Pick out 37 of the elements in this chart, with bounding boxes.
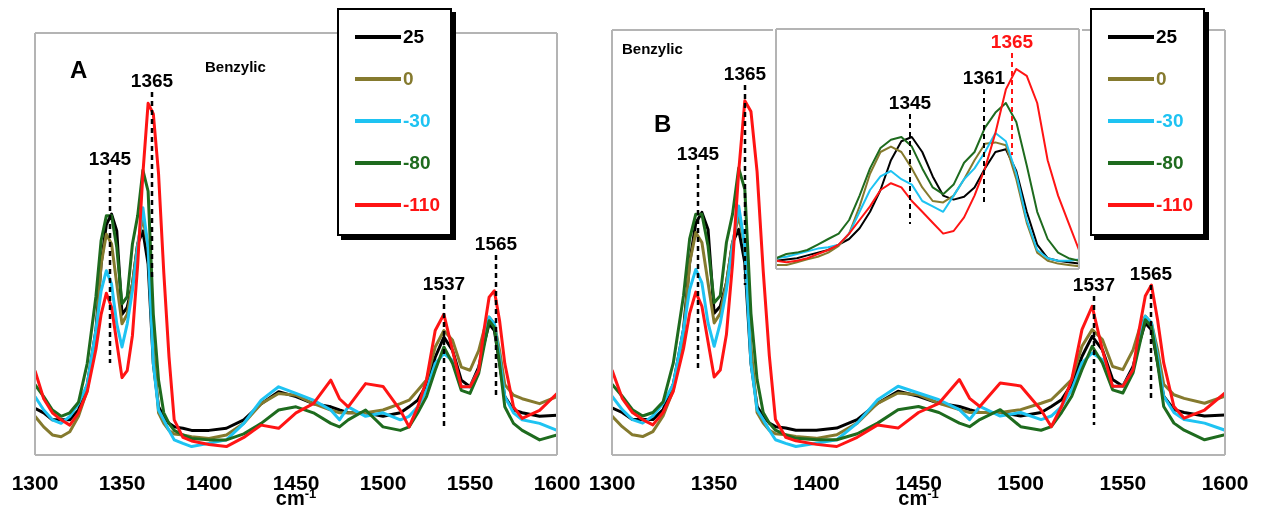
- x-tick-label: 1550: [446, 470, 494, 494]
- annotation: 1537: [422, 273, 466, 294]
- text: Benzylic: [622, 40, 683, 57]
- annotation: 1345: [676, 143, 720, 164]
- annotation: 1537: [1072, 274, 1116, 295]
- legend-label: -30: [403, 110, 431, 132]
- x-tick-label: 1300: [588, 470, 636, 494]
- legend-label: -110: [403, 194, 440, 216]
- legend-label: -80: [1156, 152, 1184, 174]
- x-tick-label: 1550: [1099, 470, 1147, 494]
- x-tick-label: 1300: [11, 470, 59, 494]
- x-tick-label: 1600: [1201, 470, 1249, 494]
- annotation: 1361: [962, 67, 1006, 88]
- x-tick-label: 1400: [185, 470, 233, 494]
- x-tick-label: 1600: [533, 470, 581, 494]
- x-tick-label: 1500: [997, 470, 1045, 494]
- x-tick-label: 1400: [792, 470, 840, 494]
- legend-label: 0: [1156, 68, 1167, 90]
- legend-label: 0: [403, 68, 414, 90]
- x-tick-label: 1350: [98, 470, 146, 494]
- legend-label: -30: [1156, 110, 1184, 132]
- annotation: 1345: [888, 92, 932, 113]
- x-tick-label: 1350: [690, 470, 738, 494]
- text: Benzylic: [205, 58, 266, 75]
- legend-label: 25: [403, 26, 425, 48]
- legend-label: 25: [1156, 26, 1178, 48]
- annotation: 1345: [88, 148, 132, 169]
- annotation: B: [654, 110, 672, 138]
- annotation: 1565: [1129, 263, 1173, 284]
- legend-label: -110: [1156, 194, 1193, 216]
- text: 1365: [130, 70, 174, 91]
- text: 1365: [990, 31, 1034, 52]
- text: 1365: [723, 63, 767, 84]
- text: A: [70, 56, 88, 84]
- x-tick-label: 1500: [359, 470, 407, 494]
- annotation: 1565: [474, 233, 518, 254]
- legend-label: -80: [403, 152, 431, 174]
